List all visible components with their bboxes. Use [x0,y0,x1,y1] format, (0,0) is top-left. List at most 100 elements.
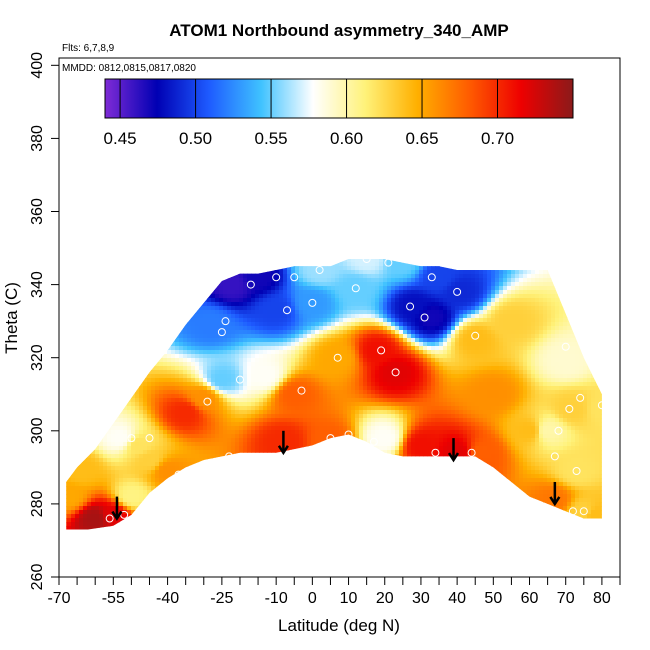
heatmap-cell [187,446,192,451]
heatmap-cell [167,522,172,527]
heatmap-cell [179,298,184,303]
heatmap-cell [111,259,116,263]
heatmap-cell [123,550,128,555]
heatmap-cell [179,166,184,171]
heatmap-cell [63,574,68,579]
heatmap-cell [139,402,144,407]
heatmap-cell [175,198,180,203]
heatmap-cell [115,490,120,495]
heatmap-cell [151,558,156,563]
heatmap-cell [155,410,160,415]
heatmap-cell [151,442,156,447]
heatmap-cell [147,230,152,235]
heatmap-cell [107,558,112,563]
heatmap-cell [171,214,176,219]
heatmap-cell [187,494,192,499]
heatmap-cell [195,346,200,351]
heatmap-cell [135,398,140,403]
heatmap-cell [167,434,172,439]
heatmap-cell [179,259,184,263]
heatmap-cell [175,238,180,243]
heatmap-cell [151,342,156,347]
heatmap-cell [167,254,172,259]
heatmap-cell [107,182,112,187]
heatmap-cell [115,290,120,295]
heatmap-cell [155,318,160,323]
heatmap-cell [139,446,144,451]
heatmap-cell [175,478,180,483]
heatmap-cell [187,158,192,163]
heatmap-cell [71,574,76,579]
heatmap-cell [83,282,88,287]
heatmap-cell [147,346,152,351]
heatmap-cell [83,334,88,339]
heatmap-cell [159,378,164,383]
heatmap-cell [66,366,68,371]
heatmap-cell [207,190,212,195]
heatmap-cell [195,218,200,223]
heatmap-cell [111,282,116,287]
heatmap-cell [151,306,156,311]
heatmap-cell [207,58,212,63]
heatmap-cell [91,530,96,535]
heatmap-cell [159,294,164,299]
heatmap-cell [175,562,180,567]
heatmap-cell [199,550,204,555]
heatmap-cell [159,178,164,183]
heatmap-cell [119,162,124,167]
heatmap-cell [199,62,204,67]
heatmap-cell [95,174,100,179]
heatmap-cell [99,422,104,427]
heatmap-cell [191,198,196,203]
heatmap-cell [59,566,64,571]
heatmap-cell [191,322,196,327]
heatmap-cell [139,486,144,491]
heatmap-cell [191,170,196,175]
heatmap-cell [155,238,160,243]
heatmap-cell [155,342,160,347]
heatmap-cell [167,182,172,187]
heatmap-cell [199,318,204,323]
heatmap-cell [95,158,100,163]
heatmap-cell [167,546,172,551]
heatmap-cell [119,250,124,255]
heatmap-cell [67,246,72,251]
heatmap-cell [95,130,100,135]
heatmap-cell [115,259,120,263]
heatmap-cell [163,218,168,223]
heatmap-cell [87,58,92,63]
heatmap-cell [115,182,120,187]
heatmap-cell [143,306,148,311]
heatmap-cell [99,294,104,299]
heatmap-cell [87,190,92,195]
heatmap-cell [83,510,88,515]
heatmap-cell [95,398,100,403]
heatmap-cell [119,218,124,223]
heatmap-cell [99,430,104,435]
heatmap-cell [171,502,176,507]
heatmap-cell [171,346,176,351]
heatmap-cell [183,154,188,159]
heatmap-cell [147,554,152,559]
heatmap-cell [167,398,172,403]
heatmap-cell [163,490,168,495]
heatmap-cell [111,298,116,303]
heatmap-cell [195,206,200,211]
heatmap-cell [207,298,212,303]
heatmap-cell [99,82,104,87]
heatmap-cell [115,254,120,259]
heatmap-cell [127,430,132,435]
heatmap-cell [151,434,156,439]
heatmap-cell [159,162,164,167]
heatmap-cell [171,434,176,439]
heatmap-cell [139,370,144,375]
heatmap-cell [163,210,168,215]
heatmap-cell [151,518,156,523]
heatmap-cell [79,558,84,563]
heatmap-cell [183,218,188,223]
heatmap-cell [207,438,212,443]
heatmap-cell [179,438,184,443]
heatmap-cell [199,410,204,415]
heatmap-cell [63,126,68,131]
heatmap-cell [155,574,160,579]
